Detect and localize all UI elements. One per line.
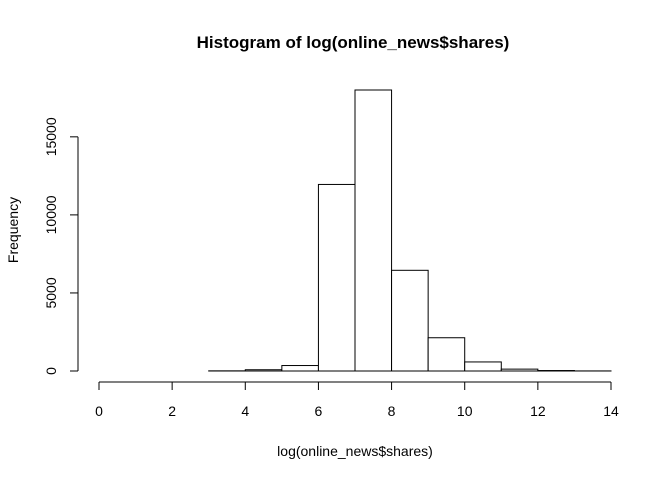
y-tick-label: 10000 bbox=[43, 195, 59, 234]
y-axis: 0 5000 10000 15000 bbox=[43, 117, 79, 375]
x-tick-label: 4 bbox=[241, 403, 249, 419]
y-tick-label: 0 bbox=[43, 367, 59, 375]
histogram-bar bbox=[391, 269, 429, 372]
x-axis: 0 2 4 6 8 10 12 14 bbox=[95, 381, 619, 419]
x-tick-label: 14 bbox=[603, 403, 619, 419]
histogram-bar bbox=[354, 89, 393, 372]
histogram-bar bbox=[464, 361, 502, 372]
histogram-bar bbox=[500, 368, 539, 372]
histogram-bar bbox=[427, 337, 466, 372]
x-tick-label: 6 bbox=[315, 403, 323, 419]
x-tick-label: 10 bbox=[457, 403, 473, 419]
x-tick-label: 12 bbox=[530, 403, 546, 419]
chart-title: Histogram of log(online_news$shares) bbox=[197, 33, 510, 52]
x-tick-label: 0 bbox=[95, 403, 103, 419]
bars-group bbox=[208, 89, 612, 372]
y-tick-label: 15000 bbox=[43, 117, 59, 156]
histogram-bar bbox=[244, 369, 283, 372]
y-axis-title: Frequency bbox=[5, 197, 21, 263]
histogram-bar bbox=[281, 365, 319, 372]
x-axis-title: log(online_news$shares) bbox=[277, 443, 433, 459]
x-tick-label: 2 bbox=[168, 403, 176, 419]
x-tick-label: 8 bbox=[388, 403, 396, 419]
histogram-bar bbox=[317, 183, 356, 372]
y-tick-label: 5000 bbox=[43, 277, 59, 308]
